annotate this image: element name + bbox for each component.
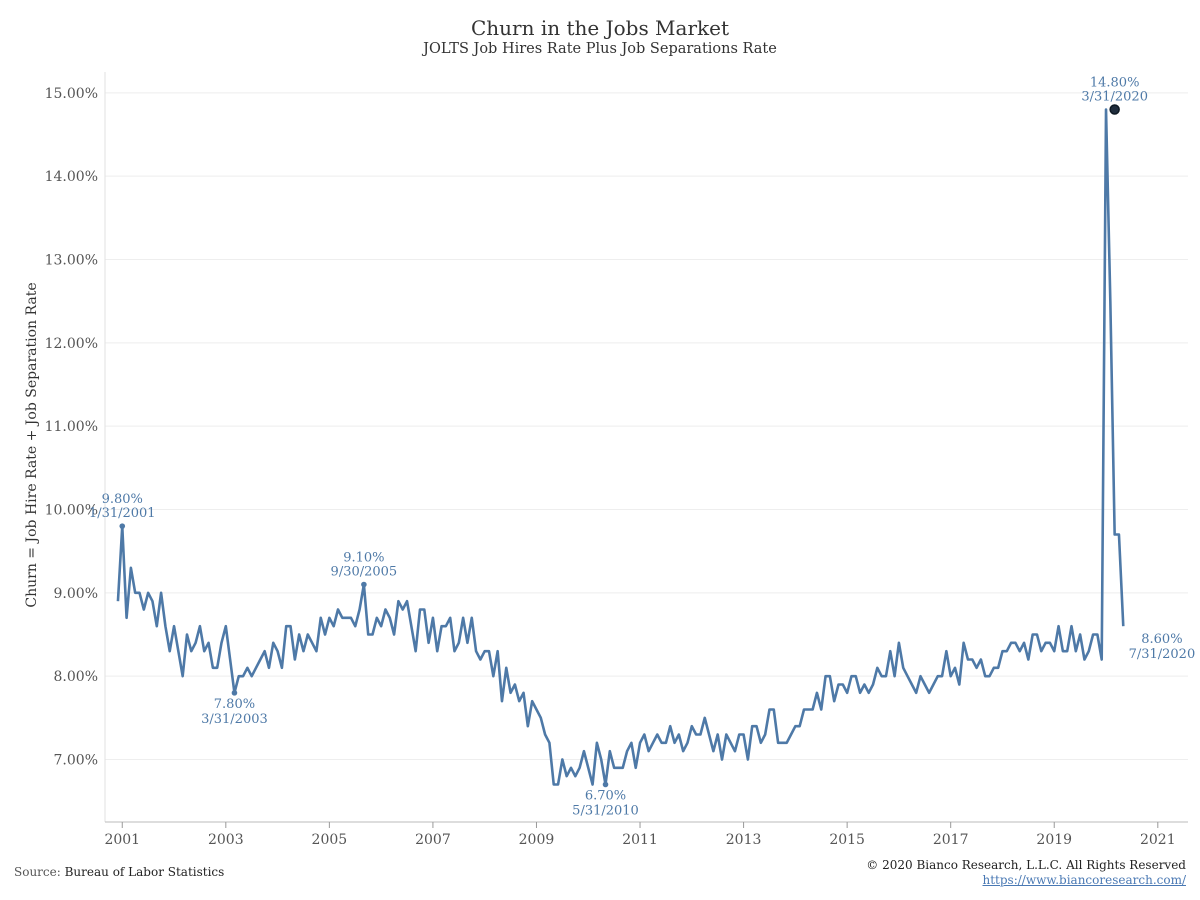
x-tick-label: 2007 bbox=[415, 832, 451, 848]
y-tick-label: 8.00% bbox=[54, 669, 98, 685]
annotation-value: 9.80% bbox=[102, 492, 143, 507]
y-tick-label: 13.00% bbox=[45, 253, 98, 269]
annotation-value: 7.80% bbox=[214, 697, 255, 712]
annotation: 7.80%3/31/2003 bbox=[201, 690, 268, 727]
chart-title: Churn in the Jobs Market bbox=[470, 16, 730, 40]
x-tick-label: 2021 bbox=[1140, 832, 1176, 848]
y-axis: 7.00% 8.00% 9.00% 10.00% 11.00% 12.00% 13.00% 1… bbox=[45, 86, 98, 769]
x-tick-label: 2001 bbox=[104, 832, 140, 848]
annotation-value: 9.10% bbox=[343, 551, 384, 566]
x-tick-label: 2015 bbox=[829, 832, 865, 848]
chart-subtitle: JOLTS Job Hires Rate Plus Job Separation… bbox=[423, 41, 777, 57]
annotation-date: 1/31/2001 bbox=[89, 506, 156, 521]
annotation: 6.70%5/31/2010 bbox=[572, 781, 639, 819]
website-link[interactable]: https://www.biancoresearch.com/ bbox=[982, 873, 1186, 887]
y-tick-label: 12.00% bbox=[45, 336, 98, 352]
x-tick-label: 2005 bbox=[312, 832, 348, 848]
annotation-date: 9/30/2005 bbox=[331, 565, 398, 580]
annotation-value: 8.60% bbox=[1141, 632, 1182, 647]
annotation: 9.10%9/30/2005 bbox=[331, 551, 398, 588]
annotation: 9.80%1/31/2001 bbox=[89, 492, 156, 529]
x-axis: 2001 2003 2005 2007 2009 2011 2013 2015 2017 2019… bbox=[104, 822, 1176, 848]
copyright-note: © 2020 Bianco Research, L.L.C. All Right… bbox=[866, 858, 1186, 872]
annotation-marker bbox=[361, 581, 367, 588]
annotation: 14.80%3/31/2020 bbox=[1081, 76, 1148, 115]
y-axis-label: Churn = Job Hire Rate + Job Separation R… bbox=[24, 282, 40, 607]
annotation-marker bbox=[602, 781, 609, 788]
source-value: Bureau of Labor Statistics bbox=[64, 865, 225, 879]
source-note: Source: Bureau of Labor Statistics bbox=[14, 865, 224, 879]
y-tick-label: 9.00% bbox=[54, 586, 98, 602]
x-tick-label: 2013 bbox=[726, 832, 762, 848]
x-tick-label: 2017 bbox=[933, 832, 969, 848]
annotations: 9.80%1/31/2001 7.80%3/31/2003 9.10%9/30/20… bbox=[89, 76, 1195, 819]
series-line bbox=[116, 108, 1125, 786]
y-tick-label: 11.00% bbox=[45, 419, 98, 435]
annotation-value: 14.80% bbox=[1090, 76, 1140, 91]
annotation-date: 5/31/2010 bbox=[572, 804, 639, 819]
annotation-date: 3/31/2003 bbox=[201, 712, 268, 727]
churn-line bbox=[116, 108, 1125, 786]
x-tick-label: 2009 bbox=[519, 832, 555, 848]
x-tick-label: 2011 bbox=[622, 832, 658, 848]
y-tick-label: 7.00% bbox=[54, 753, 98, 769]
annotation-marker bbox=[119, 523, 126, 529]
annotation-marker bbox=[231, 690, 238, 696]
y-tick-label: 14.00% bbox=[45, 169, 98, 185]
peak-marker bbox=[1109, 104, 1120, 115]
source-label: Source: bbox=[14, 865, 61, 879]
x-tick-label: 2019 bbox=[1036, 832, 1072, 848]
annotation-date: 3/31/2020 bbox=[1081, 90, 1148, 105]
annotation-value: 6.70% bbox=[585, 789, 626, 804]
y-tick-label: 15.00% bbox=[45, 86, 98, 102]
x-tick-label: 2003 bbox=[208, 832, 244, 848]
y-tick-label: 10.00% bbox=[45, 503, 98, 519]
annotation-date: 7/31/2020 bbox=[1129, 647, 1196, 662]
annotation: 8.60%7/31/2020 bbox=[1129, 632, 1196, 662]
grid-lines bbox=[104, 72, 1188, 823]
